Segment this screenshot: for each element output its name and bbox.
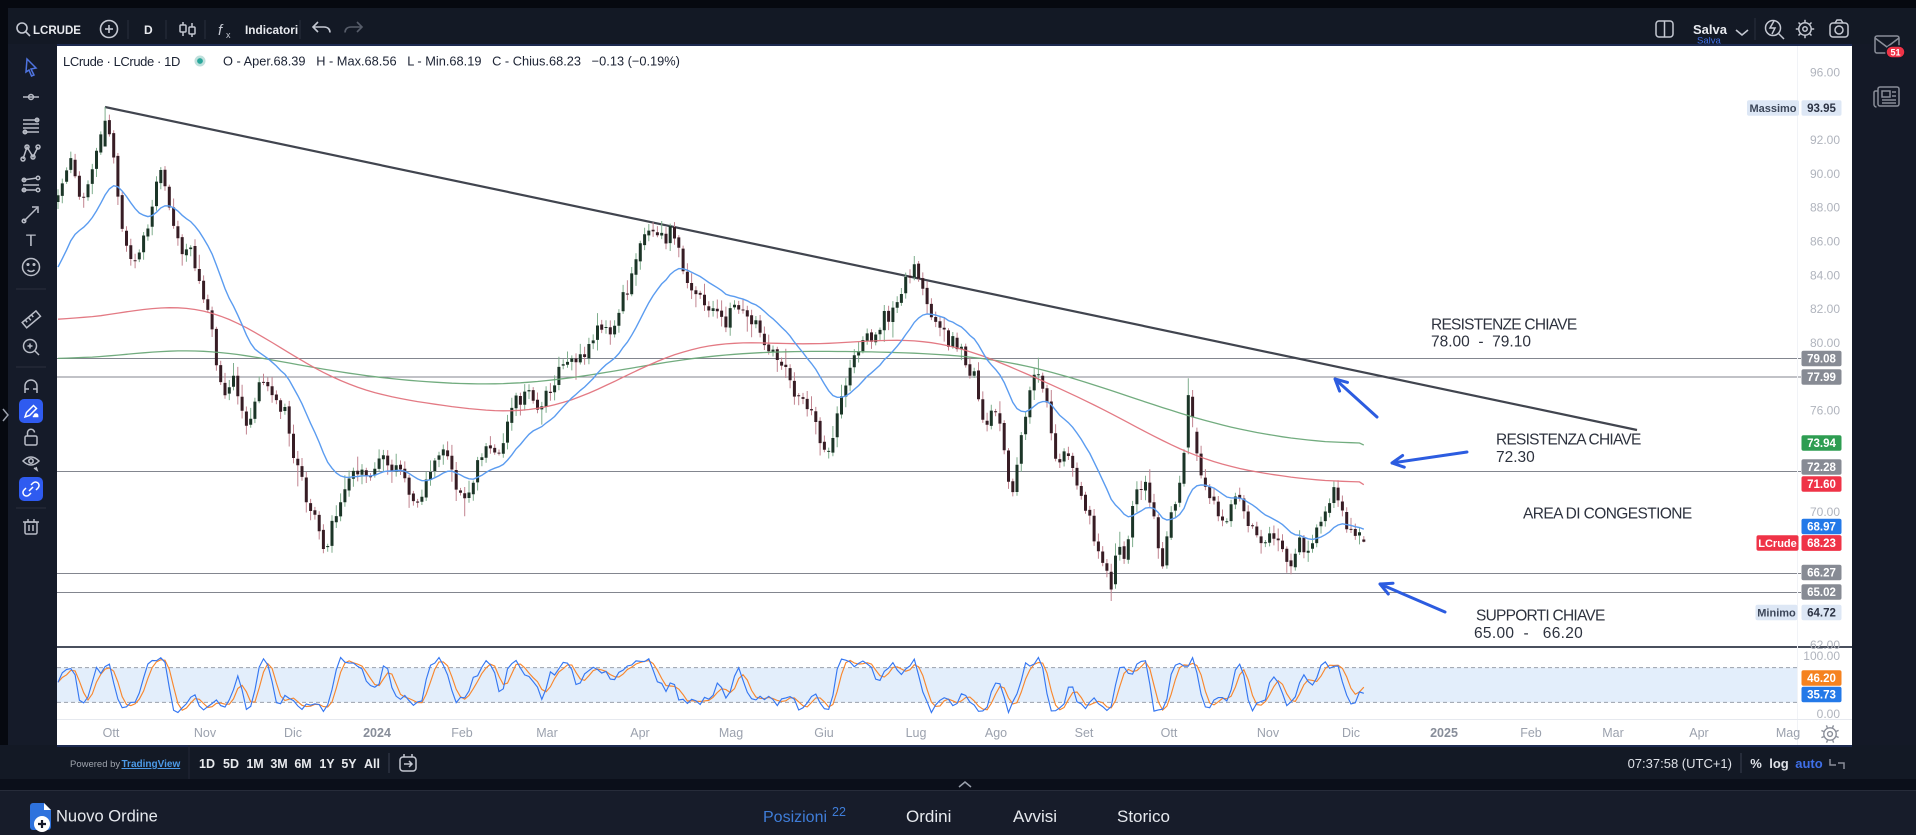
svg-text:Minimo: Minimo: [1757, 607, 1796, 619]
svg-text:88.00: 88.00: [1810, 201, 1840, 215]
svg-text:64.72: 64.72: [1807, 608, 1836, 620]
svg-text:70.00: 70.00: [1810, 505, 1840, 519]
svg-text:Avvisi: Avvisi: [1013, 807, 1057, 826]
svg-text:f: f: [218, 22, 224, 39]
svg-text:68.23: 68.23: [1807, 538, 1836, 550]
svg-text:79.08: 79.08: [1807, 354, 1836, 366]
svg-text:Massimo: Massimo: [1749, 103, 1796, 115]
svg-text:07:37:58 (UTC+1): 07:37:58 (UTC+1): [1628, 756, 1732, 771]
svg-text:RESISTENZA CHIAVE: RESISTENZA CHIAVE: [1496, 432, 1641, 449]
svg-text:5Y: 5Y: [341, 757, 357, 771]
svg-text:Set: Set: [1075, 726, 1094, 740]
svg-text:x: x: [226, 30, 231, 40]
svg-text:35.73: 35.73: [1807, 690, 1836, 702]
svg-text:Mar: Mar: [1602, 726, 1624, 740]
svg-text:22: 22: [832, 805, 846, 819]
svg-text:LCrude · LCrude · 1D: LCrude · LCrude · 1D: [63, 54, 180, 69]
svg-text:Feb: Feb: [1520, 726, 1542, 740]
svg-text:Mag: Mag: [719, 726, 743, 740]
svg-text:93.95: 93.95: [1807, 103, 1836, 115]
svg-text:T: T: [26, 231, 36, 250]
svg-text:46.20: 46.20: [1807, 673, 1836, 685]
svg-text:51: 51: [1890, 48, 1900, 58]
svg-text:92.00: 92.00: [1810, 133, 1840, 147]
svg-text:Mag: Mag: [1776, 726, 1800, 740]
svg-text:TradingView: TradingView: [122, 759, 181, 770]
svg-text:LCrude: LCrude: [1758, 538, 1797, 550]
svg-text:Ago: Ago: [985, 726, 1007, 740]
svg-text:Salva: Salva: [1693, 22, 1728, 37]
svg-text:RESISTENZE CHIAVE: RESISTENZE CHIAVE: [1431, 317, 1577, 334]
svg-text:LCRUDE: LCRUDE: [33, 25, 81, 37]
svg-text:Mar: Mar: [536, 726, 558, 740]
svg-text:2025: 2025: [1430, 726, 1458, 740]
svg-text:Ott: Ott: [103, 726, 120, 740]
svg-text:Apr: Apr: [630, 726, 649, 740]
svg-text:Ordini: Ordini: [906, 807, 951, 826]
svg-text:77.99: 77.99: [1807, 372, 1836, 384]
svg-text:Nov: Nov: [194, 726, 217, 740]
svg-text:82.00: 82.00: [1810, 302, 1840, 316]
svg-text:73.94: 73.94: [1807, 438, 1836, 450]
svg-text:Giu: Giu: [814, 726, 834, 740]
svg-text:Storico: Storico: [1117, 807, 1170, 826]
svg-text:log: log: [1769, 756, 1789, 771]
svg-text:0.00: 0.00: [1817, 707, 1841, 721]
svg-text:100.00: 100.00: [1803, 649, 1840, 663]
svg-text:6M: 6M: [294, 757, 311, 771]
svg-text:AREA DI CONGESTIONE: AREA DI CONGESTIONE: [1523, 506, 1692, 523]
svg-text:SUPPORTI CHIAVE: SUPPORTI CHIAVE: [1476, 608, 1605, 625]
svg-text:72.28: 72.28: [1807, 462, 1836, 474]
svg-text:1D: 1D: [199, 757, 215, 771]
svg-text:72.30: 72.30: [1496, 449, 1535, 466]
svg-text:62.00: 62.00: [1810, 638, 1840, 652]
svg-text:Feb: Feb: [451, 726, 473, 740]
svg-text:65.02: 65.02: [1807, 587, 1836, 599]
svg-text:68.97: 68.97: [1807, 522, 1836, 534]
svg-text:Indicatori: Indicatori: [245, 23, 298, 37]
svg-text:86.00: 86.00: [1810, 235, 1840, 249]
svg-text:Nov: Nov: [1257, 726, 1280, 740]
svg-text:96.00: 96.00: [1810, 65, 1840, 79]
svg-text:Lug: Lug: [906, 726, 927, 740]
svg-text:Dic: Dic: [1342, 726, 1360, 740]
svg-text:Salva: Salva: [1697, 36, 1721, 45]
svg-text:Ott: Ott: [1161, 726, 1178, 740]
svg-text:Powered by: Powered by: [70, 759, 120, 770]
svg-text:84.00: 84.00: [1810, 268, 1840, 282]
svg-text:65.00 - 66.20: 65.00 - 66.20: [1474, 625, 1583, 642]
svg-text:1Y: 1Y: [319, 757, 335, 771]
svg-text:71.60: 71.60: [1807, 479, 1836, 491]
svg-text:Apr: Apr: [1689, 726, 1708, 740]
svg-text:66.27: 66.27: [1807, 568, 1836, 580]
svg-text:O - Aper.68.39 H - Max.68.56: O - Aper.68.39 H - Max.68.56 L - Min.68.…: [223, 54, 680, 69]
svg-text:5D: 5D: [223, 757, 239, 771]
svg-text:All: All: [364, 757, 380, 771]
svg-text:76.00: 76.00: [1810, 404, 1840, 418]
svg-text:78.00 - 79.10: 78.00 - 79.10: [1431, 334, 1531, 351]
svg-text:%: %: [1750, 756, 1762, 771]
svg-text:Posizioni: Posizioni: [763, 809, 827, 826]
svg-text:80.00: 80.00: [1810, 336, 1840, 350]
svg-text:3M: 3M: [270, 757, 287, 771]
svg-text:Dic: Dic: [284, 726, 302, 740]
svg-text:D: D: [144, 23, 153, 37]
svg-text:1M: 1M: [246, 757, 263, 771]
svg-text:auto: auto: [1795, 756, 1823, 771]
svg-text:2024: 2024: [363, 726, 391, 740]
svg-text:Nuovo Ordine: Nuovo Ordine: [56, 808, 158, 826]
svg-text:90.00: 90.00: [1810, 167, 1840, 181]
